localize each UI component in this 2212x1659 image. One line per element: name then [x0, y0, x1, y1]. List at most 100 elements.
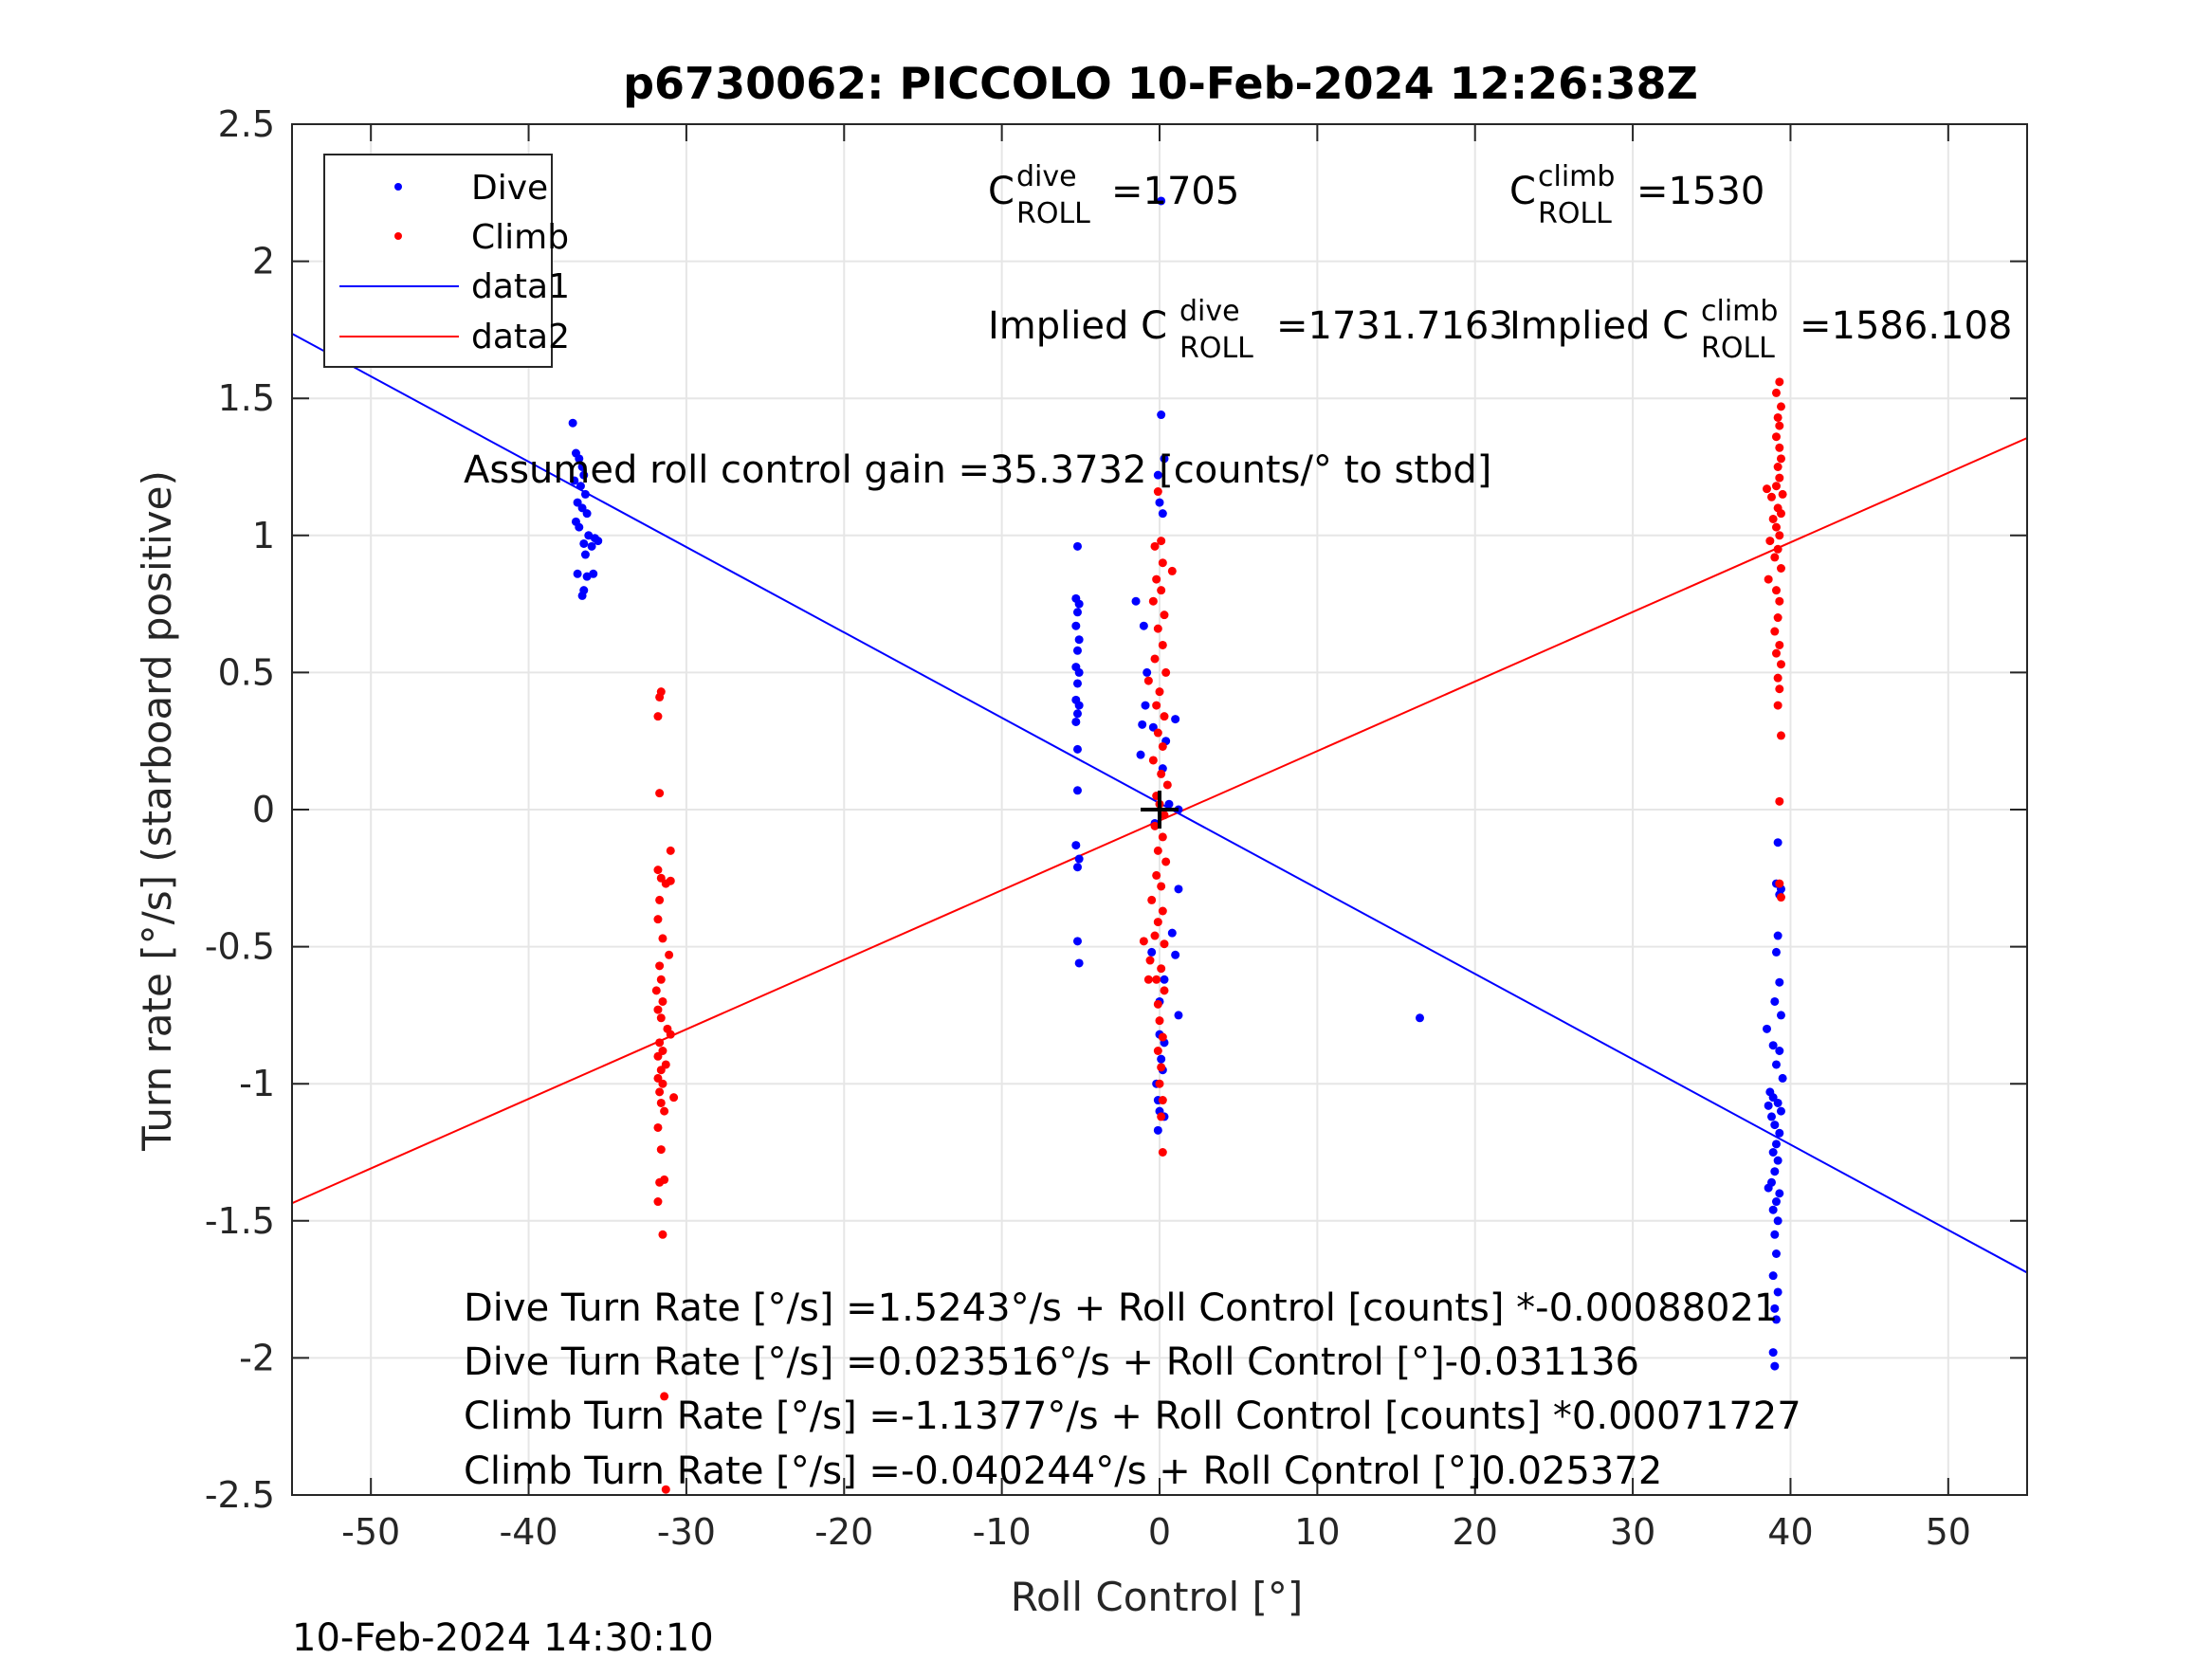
- dive-point: [1773, 838, 1782, 848]
- legend-dive-marker: [394, 183, 402, 191]
- climb-point: [660, 1175, 669, 1184]
- dive-point: [1764, 1101, 1773, 1110]
- climb-point: [1764, 574, 1773, 584]
- dive-point: [579, 538, 589, 548]
- climb-point: [1158, 832, 1167, 842]
- dive-point: [568, 418, 577, 428]
- climb-point: [1161, 667, 1171, 677]
- equation-climb-counts: Climb Turn Rate [°/s] =-1.1377°/s + Roll…: [464, 1395, 1801, 1438]
- climb-point: [1770, 627, 1780, 636]
- dive-point: [1167, 928, 1177, 938]
- climb-point: [1778, 489, 1787, 499]
- dive-point: [570, 476, 579, 485]
- climb-point: [1155, 1016, 1164, 1026]
- dive-point: [1071, 621, 1081, 630]
- dive-point: [1764, 1183, 1773, 1193]
- climb-point: [1143, 676, 1153, 685]
- dive-point: [1157, 410, 1166, 420]
- climb-point: [660, 1106, 669, 1116]
- climb-point: [1160, 811, 1169, 820]
- climb-point: [1153, 487, 1162, 497]
- y-tick-label: 1: [252, 515, 275, 556]
- x-tick-label: -40: [500, 1511, 558, 1553]
- climb-point: [653, 915, 663, 924]
- x-tick-label: -30: [657, 1511, 716, 1553]
- dive-point: [1071, 841, 1081, 850]
- dive-point: [1074, 635, 1084, 645]
- climb-point: [658, 996, 667, 1006]
- climb-point: [1153, 624, 1162, 633]
- dive-point: [1770, 1230, 1780, 1239]
- climb-point: [1153, 1046, 1162, 1055]
- dive-point: [1770, 1167, 1780, 1176]
- legend-climb-marker: [394, 232, 402, 240]
- y-tick-label: -0.5: [205, 926, 275, 968]
- svg-text:C: C: [1509, 170, 1536, 213]
- x-tick-label: 20: [1453, 1511, 1498, 1553]
- dive-point: [1776, 1011, 1785, 1020]
- climb-point: [1773, 412, 1782, 422]
- x-tick-label: -20: [814, 1511, 873, 1553]
- climb-point: [658, 1079, 667, 1088]
- legend-climb-label: Climb: [471, 218, 569, 257]
- climb-point: [1771, 432, 1781, 442]
- svg-text:dive: dive: [1179, 295, 1240, 328]
- climb-point: [1147, 895, 1157, 904]
- dive-point: [1074, 958, 1084, 968]
- climb-point: [1771, 586, 1781, 595]
- svg-text:Implied C: Implied C: [1509, 304, 1689, 348]
- climb-point: [1155, 1079, 1164, 1088]
- climb-point: [1776, 731, 1785, 740]
- climb-point: [653, 1051, 663, 1061]
- dive-point: [582, 509, 592, 519]
- climb-point: [655, 1038, 665, 1048]
- equation-climb-degrees: Climb Turn Rate [°/s] =-0.040244°/s + Ro…: [464, 1449, 1662, 1493]
- climb-point: [1152, 975, 1161, 984]
- dive-point: [1771, 1060, 1781, 1069]
- dive-point: [1771, 1139, 1781, 1149]
- climb-point: [1153, 918, 1162, 927]
- dive-point: [1770, 1121, 1780, 1130]
- dive-point: [1153, 1125, 1162, 1135]
- dive-point: [1174, 1011, 1183, 1020]
- dive-point: [1157, 196, 1166, 206]
- climb-point: [1775, 377, 1784, 387]
- climb-point: [1139, 937, 1148, 946]
- climb-point: [1765, 537, 1775, 546]
- dive-point: [1771, 1197, 1781, 1207]
- dive-point: [1072, 937, 1082, 946]
- climb-point: [665, 950, 674, 959]
- dive-point: [1768, 1205, 1778, 1214]
- climb-point: [1773, 544, 1782, 554]
- dive-point: [1768, 1148, 1778, 1157]
- climb-point: [1773, 701, 1782, 710]
- dive-point: [1072, 863, 1082, 872]
- dive-point: [1770, 1304, 1780, 1313]
- climb-point: [1773, 463, 1782, 471]
- climb-point: [1771, 522, 1781, 532]
- x-axis-label: Roll Control [°]: [1011, 1574, 1304, 1620]
- climb-point: [1150, 821, 1160, 830]
- dive-point: [573, 569, 582, 578]
- c-climb-annotation: C climb ROLL =1530: [1509, 160, 1764, 230]
- dive-point: [1174, 884, 1183, 894]
- climb-point: [1167, 566, 1177, 575]
- dive-point: [1770, 996, 1780, 1006]
- dive-point: [1775, 977, 1784, 987]
- x-tick-label: 40: [1767, 1511, 1813, 1553]
- climb-point: [1776, 564, 1785, 574]
- svg-text:climb: climb: [1538, 160, 1615, 193]
- dive-point: [577, 591, 587, 600]
- climb-point: [1775, 596, 1784, 606]
- dive-point: [594, 537, 603, 546]
- climb-point: [655, 692, 665, 702]
- gain-annotation: Assumed roll control gain =35.3732 [coun…: [464, 448, 1491, 492]
- dive-point: [575, 522, 584, 532]
- climb-point: [1143, 975, 1153, 984]
- dive-point: [1775, 1189, 1784, 1198]
- dive-point: [587, 541, 596, 551]
- legend-data2-label: data2: [471, 318, 570, 356]
- dive-point: [1074, 701, 1084, 710]
- implied-c-dive-annotation: Implied C dive ROLL =1731.7163: [988, 295, 1513, 365]
- climb-point: [1157, 586, 1166, 595]
